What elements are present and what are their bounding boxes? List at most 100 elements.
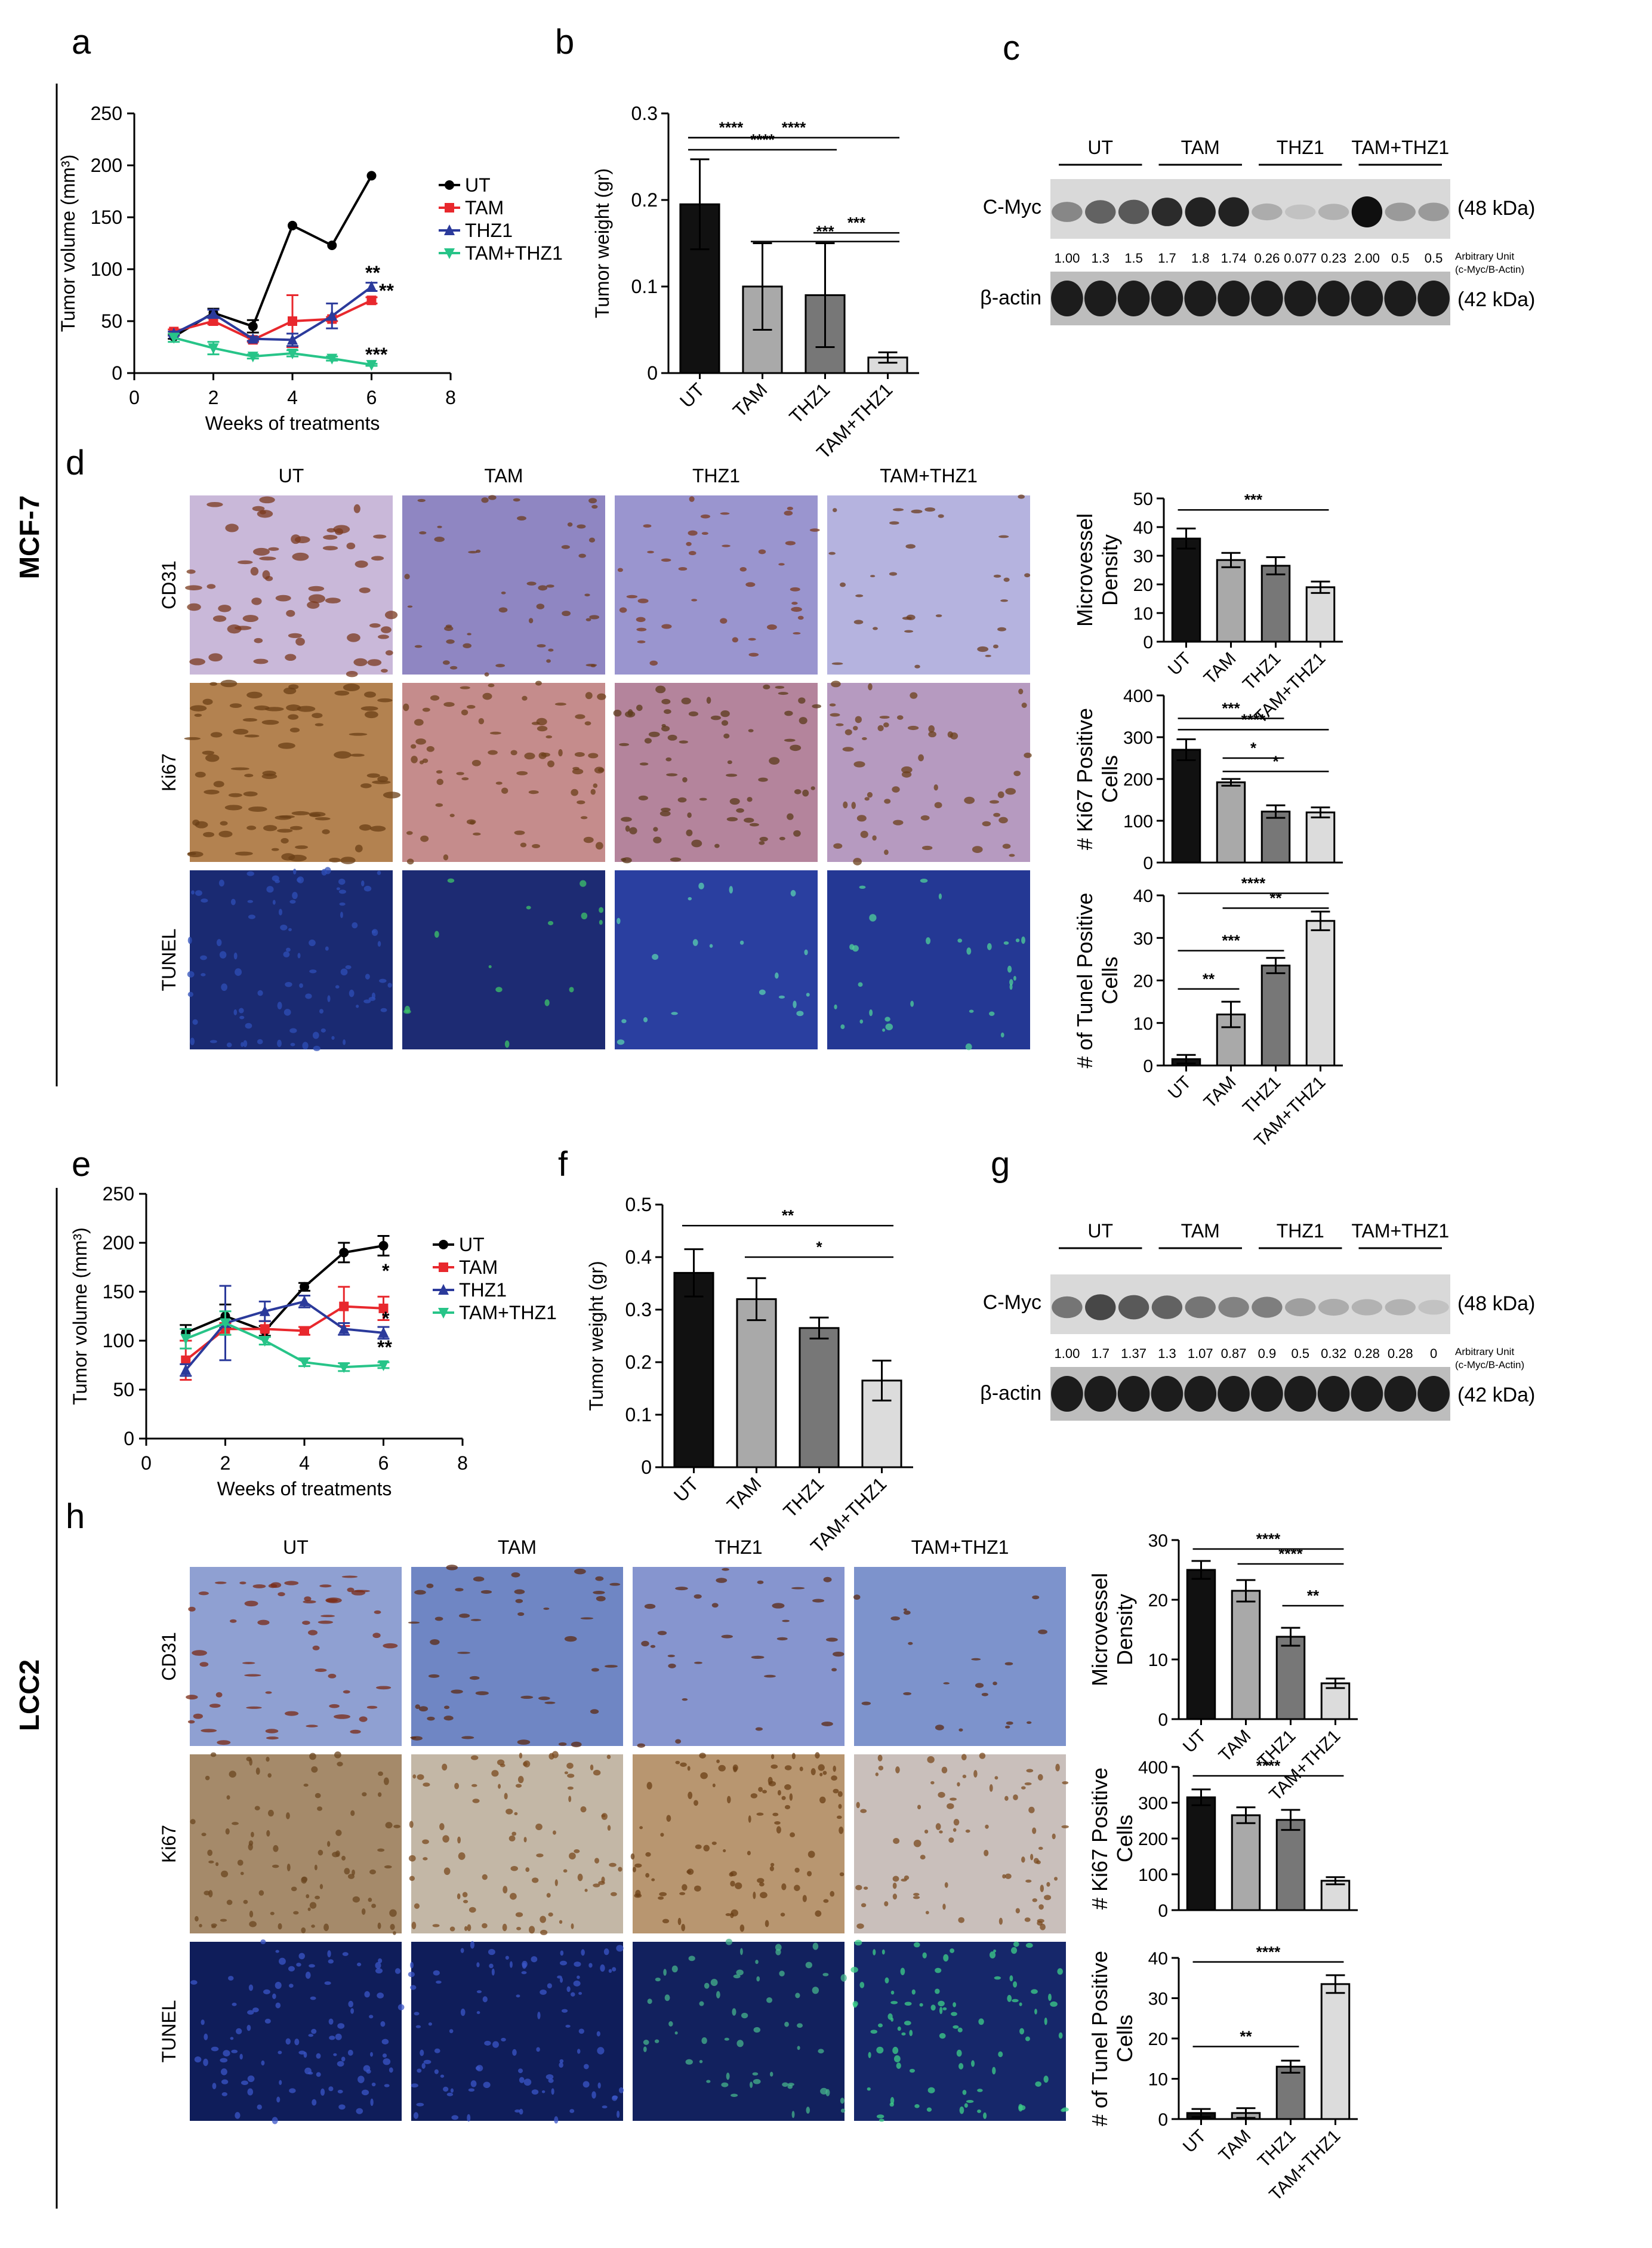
stain-spot bbox=[864, 797, 870, 801]
stain-spot bbox=[694, 1661, 702, 1664]
stain-spot bbox=[389, 2067, 393, 2073]
stain-spot bbox=[463, 1899, 469, 1904]
densitometry-value: 2.00 bbox=[1354, 251, 1380, 266]
stain-spot bbox=[790, 1832, 796, 1837]
stain-spot bbox=[220, 821, 228, 826]
stain-spot bbox=[365, 974, 370, 980]
stain-spot bbox=[1013, 975, 1016, 981]
unit-label: (c-Myc/B-Actin) bbox=[1455, 264, 1524, 275]
stain-spot bbox=[204, 789, 220, 795]
stain-spot bbox=[1024, 752, 1032, 758]
stain-spot bbox=[927, 2087, 935, 2093]
stain-spot bbox=[1019, 2105, 1026, 2111]
stain-spot bbox=[938, 2000, 945, 2007]
stain-spot bbox=[772, 1812, 779, 1816]
stain-spot bbox=[328, 2018, 334, 2025]
stain-spot bbox=[581, 912, 588, 920]
stain-spot bbox=[819, 1796, 826, 1804]
stain-spot bbox=[442, 660, 450, 665]
stain-spot bbox=[467, 705, 476, 709]
stain-spot bbox=[240, 1871, 244, 1876]
stain-spot bbox=[239, 1581, 246, 1585]
stain-spot bbox=[1004, 1796, 1009, 1801]
stain-spot bbox=[288, 684, 299, 690]
stain-spot bbox=[758, 1787, 763, 1792]
stain-spot bbox=[209, 682, 218, 686]
legend-label: THZ1 bbox=[465, 220, 513, 241]
stain-spot bbox=[461, 709, 469, 716]
stain-spot bbox=[875, 1772, 879, 1776]
stain-spot bbox=[755, 1960, 759, 1964]
y-tick-label: 20 bbox=[1133, 972, 1153, 991]
stain-spot bbox=[194, 2056, 202, 2063]
stain-spot bbox=[428, 1674, 440, 1678]
column-label: UT bbox=[283, 1536, 309, 1558]
stain-spot bbox=[467, 1924, 471, 1932]
stain-spot bbox=[347, 1587, 355, 1593]
stain-spot bbox=[691, 599, 698, 602]
stain-spot bbox=[1032, 1898, 1037, 1902]
stain-spot bbox=[540, 1916, 546, 1923]
x-tick-label: THZ1 bbox=[779, 1473, 828, 1522]
stain-spot bbox=[291, 534, 301, 544]
stain-spot bbox=[447, 878, 455, 883]
densitometry-value: 1.7 bbox=[1158, 251, 1176, 266]
stain-spot bbox=[559, 1960, 568, 1966]
stain-spot bbox=[882, 1028, 886, 1032]
stain-spot bbox=[237, 560, 253, 565]
stain-spot bbox=[446, 1565, 458, 1570]
stain-spot bbox=[514, 830, 525, 835]
data-point bbox=[220, 1318, 231, 1329]
stain-spot bbox=[889, 2102, 894, 2107]
stain-spot bbox=[593, 1769, 601, 1776]
micrograph-image bbox=[190, 1567, 402, 1746]
significance-label: ** bbox=[782, 1206, 794, 1224]
stain-spot bbox=[869, 914, 877, 922]
stain-spot bbox=[977, 646, 989, 652]
stain-spot bbox=[892, 2046, 899, 2054]
stain-spot bbox=[354, 1590, 371, 1593]
stain-spot bbox=[625, 711, 636, 717]
y-tick-label: 50 bbox=[113, 1379, 134, 1400]
stain-spot bbox=[1035, 2081, 1041, 2087]
stain-spot bbox=[868, 683, 873, 691]
stain-spot bbox=[275, 1950, 279, 1953]
y-tick-label: 30 bbox=[1133, 547, 1153, 566]
stain-spot bbox=[699, 1753, 706, 1759]
stain-spot bbox=[536, 603, 545, 609]
stain-spot bbox=[957, 2027, 963, 2033]
stain-spot bbox=[904, 2021, 911, 2025]
stain-spot bbox=[278, 909, 282, 916]
stain-spot bbox=[514, 2109, 520, 2113]
blot-band bbox=[1218, 281, 1250, 316]
stain-spot bbox=[721, 2082, 729, 2087]
stain-spot bbox=[495, 781, 503, 785]
stain-spot bbox=[1062, 1781, 1069, 1785]
stain-spot bbox=[279, 1957, 286, 1965]
stain-spot bbox=[591, 2091, 596, 2099]
stain-spot bbox=[675, 1587, 688, 1591]
stain-spot bbox=[283, 1009, 291, 1016]
stain-spot bbox=[292, 892, 298, 900]
stain-spot bbox=[660, 1833, 664, 1837]
stain-spot bbox=[1006, 1721, 1013, 1725]
stain-spot bbox=[193, 1713, 204, 1719]
micrograph-image bbox=[411, 1754, 623, 1933]
stain-spot bbox=[411, 1736, 423, 1741]
micrograph-image bbox=[402, 683, 605, 862]
stain-spot bbox=[341, 2056, 346, 2062]
stain-spot bbox=[417, 1774, 424, 1780]
stain-spot bbox=[199, 1662, 209, 1667]
stain-spot bbox=[748, 638, 756, 641]
stain-spot bbox=[343, 1039, 346, 1045]
stain-spot bbox=[211, 2046, 219, 2052]
stain-spot bbox=[378, 1958, 383, 1963]
stain-spot bbox=[426, 1583, 434, 1588]
blot-band bbox=[1418, 202, 1449, 221]
stain-spot bbox=[250, 566, 259, 576]
stain-spot bbox=[381, 626, 392, 633]
stain-spot bbox=[612, 2095, 618, 2101]
stain-spot bbox=[700, 514, 711, 519]
stain-spot bbox=[449, 2029, 454, 2034]
stain-spot bbox=[561, 545, 570, 549]
